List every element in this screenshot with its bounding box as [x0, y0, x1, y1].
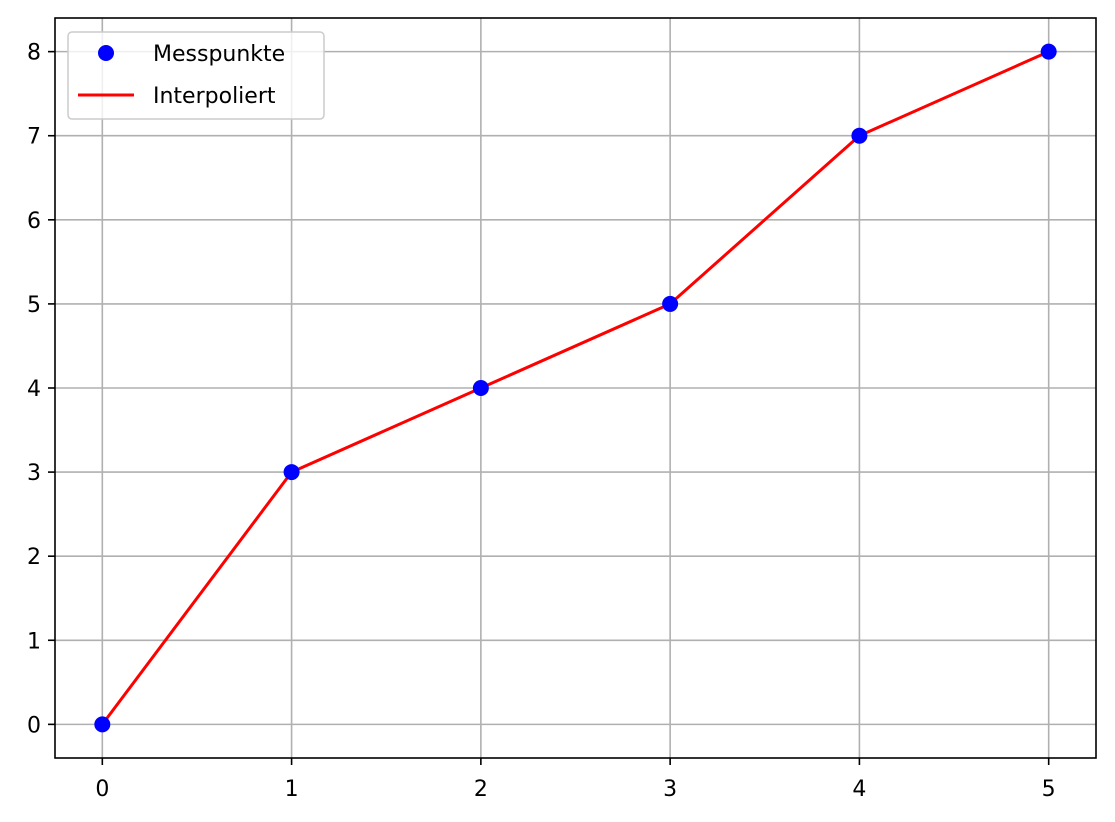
legend-marker-messpunkte — [98, 45, 114, 61]
data-point-messpunkte — [1040, 43, 1057, 60]
y-tick-label: 8 — [27, 41, 41, 66]
y-tick-label: 0 — [27, 713, 41, 738]
x-tick-label: 4 — [852, 777, 866, 802]
x-axis: 0 1 2 3 4 5 — [95, 758, 1056, 802]
y-axis: 0 1 2 3 4 5 6 7 8 — [27, 41, 55, 738]
y-tick-label: 3 — [27, 461, 41, 486]
interpolated-line-layer — [101, 50, 1050, 726]
y-tick-label: 6 — [27, 209, 41, 234]
y-tick-label: 7 — [27, 125, 41, 150]
x-tick-label: 2 — [474, 777, 488, 802]
x-tick-label: 0 — [95, 777, 109, 802]
legend-box — [67, 31, 325, 120]
y-tick-label: 5 — [27, 293, 41, 318]
data-point-messpunkte — [94, 716, 111, 733]
data-point-messpunkte — [472, 380, 489, 396]
x-tick-label: 5 — [1042, 777, 1056, 802]
legend-label-interpoliert: Interpoliert — [153, 84, 276, 109]
data-point-messpunkte — [283, 464, 300, 481]
series-line-interpoliert — [101, 50, 1050, 726]
grid — [55, 18, 1096, 758]
y-tick-label: 1 — [27, 629, 41, 654]
data-point-messpunkte — [851, 127, 868, 144]
legend: Messpunkte Interpoliert — [67, 31, 325, 120]
y-tick-label: 2 — [27, 545, 41, 570]
x-tick-label: 1 — [285, 777, 299, 802]
data-point-messpunkte — [662, 295, 679, 312]
y-tick-label: 4 — [27, 377, 41, 402]
legend-label-messpunkte: Messpunkte — [153, 42, 285, 67]
data-points-layer — [94, 43, 1057, 733]
x-tick-label: 3 — [663, 777, 677, 802]
